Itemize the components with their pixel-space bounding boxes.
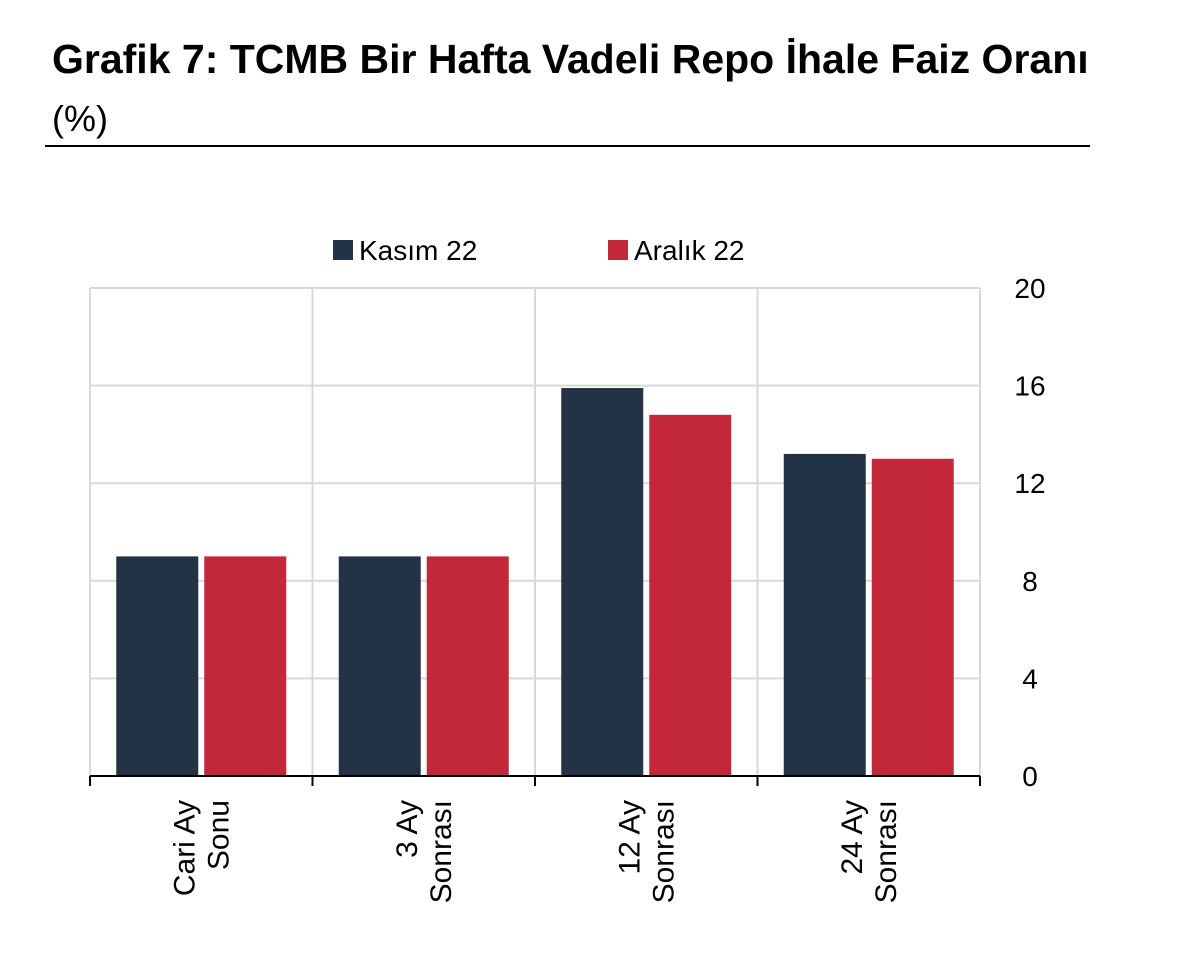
bar-kasim-0 [116, 556, 199, 776]
chart-title: Grafik 7: TCMB Bir Hafta Vadeli Repo İha… [52, 36, 1089, 82]
legend-swatch [608, 240, 628, 260]
legend-label: Kasım 22 [359, 235, 477, 266]
bar-kasim-3 [783, 453, 866, 776]
bar-kasim-1 [338, 556, 421, 776]
gridlines [89, 287, 981, 776]
category-labels: Cari Ay Sonu 3 Ay Sonrası 12 Ay Sonrası 24 Ay S… [168, 800, 903, 903]
legend-label: Aralık 22 [634, 235, 745, 266]
y-axis-labels: 0 4 8 12 16 20 [1014, 273, 1045, 792]
category-label: Cari Ay Sonu [168, 800, 235, 896]
category-label: 3 Ay Sonrası [391, 800, 458, 903]
bar-aralik-2 [649, 414, 732, 776]
y-tick-label: 12 [1014, 468, 1045, 499]
bar-kasim-2 [561, 388, 644, 776]
category-label-line: Sonrası [647, 800, 680, 903]
category-label: 24 Ay Sonrası [836, 800, 903, 903]
category-label-line: 3 Ay [391, 800, 424, 858]
category-label-line: Sonu [202, 800, 235, 870]
category-label-line: Cari Ay [168, 800, 201, 896]
title-rule [45, 145, 1090, 147]
category-label-line: 12 Ay [613, 800, 646, 875]
y-tick-label: 8 [1022, 566, 1038, 597]
y-tick-label: 0 [1022, 761, 1038, 792]
chart-subtitle: (%) [52, 98, 108, 139]
bar-aralik-0 [204, 556, 287, 776]
y-tick-label: 20 [1014, 273, 1045, 304]
category-label-line: Sonrası [425, 800, 458, 903]
legend: Kasım 22 Aralık 22 [333, 235, 745, 266]
bars [116, 388, 954, 776]
bar-aralik-3 [871, 458, 954, 776]
category-label-line: Sonrası [870, 800, 903, 903]
x-axis [89, 775, 981, 786]
y-tick-label: 4 [1022, 663, 1038, 694]
legend-swatch [333, 240, 353, 260]
bar-aralik-1 [426, 556, 509, 776]
y-tick-label: 16 [1014, 371, 1045, 402]
category-label-line: 24 Ay [836, 800, 869, 875]
category-label: 12 Ay Sonrası [613, 800, 680, 903]
